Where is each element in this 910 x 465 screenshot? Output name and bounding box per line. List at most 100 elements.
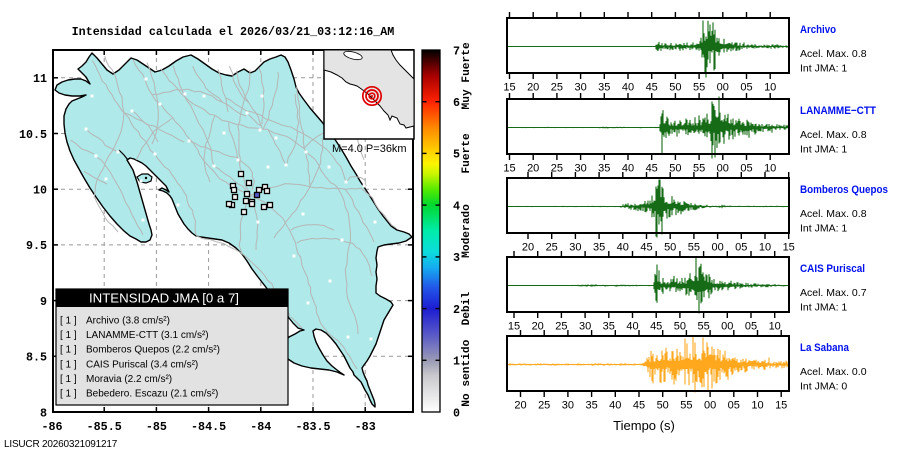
svg-text:-85: -85 [146, 420, 167, 434]
svg-text:5: 5 [453, 148, 460, 162]
svg-text:50: 50 [664, 242, 676, 254]
svg-text:Int JMA: 1: Int JMA: 1 [800, 302, 847, 314]
svg-text:25: 25 [551, 163, 563, 175]
svg-text:55: 55 [693, 163, 705, 175]
svg-text:LISUCR 20260321091217: LISUCR 20260321091217 [4, 439, 118, 450]
svg-text:9: 9 [40, 295, 47, 309]
svg-text:[ 1 ]: [ 1 ] [60, 374, 77, 385]
svg-text:Int JMA: 1: Int JMA: 1 [800, 223, 847, 235]
svg-text:6: 6 [453, 96, 460, 110]
svg-text:[ 1 ]: [ 1 ] [60, 345, 77, 356]
svg-text:35: 35 [603, 321, 615, 333]
svg-text:7: 7 [453, 44, 460, 58]
svg-text:0: 0 [453, 406, 460, 420]
svg-text:25: 25 [551, 82, 563, 94]
svg-text:20: 20 [522, 242, 534, 254]
svg-text:20: 20 [532, 321, 544, 333]
svg-text:Acel. Max. 0.7: Acel. Max. 0.7 [800, 287, 867, 299]
svg-text:45: 45 [646, 82, 658, 94]
svg-text:9.5: 9.5 [26, 239, 47, 253]
svg-text:Moderado: Moderado [461, 204, 473, 258]
svg-text:00: 00 [717, 163, 729, 175]
svg-text:45: 45 [650, 321, 662, 333]
svg-text:8.5: 8.5 [26, 351, 47, 365]
svg-text:10: 10 [764, 82, 776, 94]
svg-text:INTENSIDAD JMA [0 a 7]: INTENSIDAD JMA [0 a 7] [89, 292, 239, 306]
svg-text:Int JMA: 1: Int JMA: 1 [800, 63, 847, 75]
svg-text:05: 05 [740, 82, 752, 94]
svg-text:[ 1 ]: [ 1 ] [60, 359, 77, 370]
svg-text:Acel. Max. 0.8: Acel. Max. 0.8 [800, 208, 867, 220]
svg-text:15: 15 [783, 242, 795, 254]
svg-text:40: 40 [622, 82, 634, 94]
svg-text:40: 40 [622, 163, 634, 175]
svg-text:Moravia (2.2 cm/s²): Moravia (2.2 cm/s²) [86, 374, 172, 385]
svg-text:45: 45 [633, 400, 645, 412]
svg-text:[ 1 ]: [ 1 ] [60, 316, 77, 327]
svg-text:Fuerte: Fuerte [461, 133, 473, 174]
svg-text:LANAMME−CTT: LANAMME−CTT [800, 105, 876, 117]
svg-text:No sentido: No sentido [461, 339, 473, 406]
svg-text:05: 05 [728, 400, 740, 412]
svg-text:00: 00 [717, 82, 729, 94]
svg-text:05: 05 [745, 321, 757, 333]
svg-text:15: 15 [775, 400, 787, 412]
svg-text:55: 55 [697, 321, 709, 333]
svg-text:Debil: Debil [461, 292, 473, 326]
svg-text:30: 30 [562, 400, 574, 412]
svg-text:CAIS Puriscal: CAIS Puriscal [800, 263, 865, 275]
svg-text:30: 30 [574, 163, 586, 175]
svg-text:25: 25 [555, 321, 567, 333]
svg-text:Acel. Max. 0.0: Acel. Max. 0.0 [800, 366, 867, 378]
svg-text:50: 50 [674, 321, 686, 333]
svg-text:10.5: 10.5 [19, 128, 47, 142]
svg-text:-86: -86 [41, 420, 62, 434]
svg-text:8: 8 [40, 406, 47, 420]
svg-text:10: 10 [751, 400, 763, 412]
svg-text:45: 45 [640, 242, 652, 254]
svg-text:50: 50 [657, 400, 669, 412]
svg-text:30: 30 [569, 242, 581, 254]
svg-text:Archivo (3.8 cm/s²): Archivo (3.8 cm/s²) [86, 316, 170, 327]
svg-text:35: 35 [598, 82, 610, 94]
svg-text:-83: -83 [355, 420, 376, 434]
svg-text:15: 15 [508, 321, 520, 333]
svg-text:-84.5: -84.5 [191, 420, 226, 434]
svg-text:35: 35 [593, 242, 605, 254]
svg-text:Tiempo (s): Tiempo (s) [613, 418, 675, 433]
svg-text:Acel. Max. 0.8: Acel. Max. 0.8 [800, 48, 867, 60]
svg-text:55: 55 [688, 242, 700, 254]
svg-text:25: 25 [538, 400, 550, 412]
svg-text:Bomberos Quepos: Bomberos Quepos [800, 184, 888, 196]
svg-text:11: 11 [33, 72, 47, 86]
svg-text:35: 35 [585, 400, 597, 412]
svg-text:25: 25 [546, 242, 558, 254]
svg-text:-83.5: -83.5 [295, 420, 330, 434]
svg-text:20: 20 [527, 82, 539, 94]
svg-text:20: 20 [527, 163, 539, 175]
svg-text:40: 40 [617, 242, 629, 254]
svg-text:Bomberos Quepos (2.2 cm/s²): Bomberos Quepos (2.2 cm/s²) [86, 345, 220, 356]
svg-text:10: 10 [764, 163, 776, 175]
svg-text:30: 30 [574, 82, 586, 94]
svg-text:M=4.0 P=36km: M=4.0 P=36km [332, 143, 407, 155]
svg-text:LANAMME-CTT (3.1 cm/s²): LANAMME-CTT (3.1 cm/s²) [86, 330, 209, 341]
svg-text:00: 00 [704, 400, 716, 412]
svg-text:55: 55 [680, 400, 692, 412]
svg-text:05: 05 [735, 242, 747, 254]
svg-text:40: 40 [609, 400, 621, 412]
svg-text:10: 10 [33, 184, 47, 198]
svg-text:Acel. Max. 0.8: Acel. Max. 0.8 [800, 129, 867, 141]
svg-text:3: 3 [453, 251, 460, 265]
svg-text:-84: -84 [250, 420, 271, 434]
svg-text:05: 05 [740, 163, 752, 175]
svg-text:Int JMA: 1: Int JMA: 1 [800, 144, 847, 156]
svg-text:[ 1 ]: [ 1 ] [60, 330, 77, 341]
svg-text:Archivo: Archivo [800, 24, 836, 36]
svg-text:20: 20 [514, 400, 526, 412]
svg-text:CAIS Puriscal (3.4 cm/s²): CAIS Puriscal (3.4 cm/s²) [86, 359, 198, 370]
svg-text:-85.5: -85.5 [87, 420, 122, 434]
svg-text:40: 40 [626, 321, 638, 333]
svg-text:50: 50 [669, 163, 681, 175]
svg-text:1: 1 [453, 355, 460, 369]
